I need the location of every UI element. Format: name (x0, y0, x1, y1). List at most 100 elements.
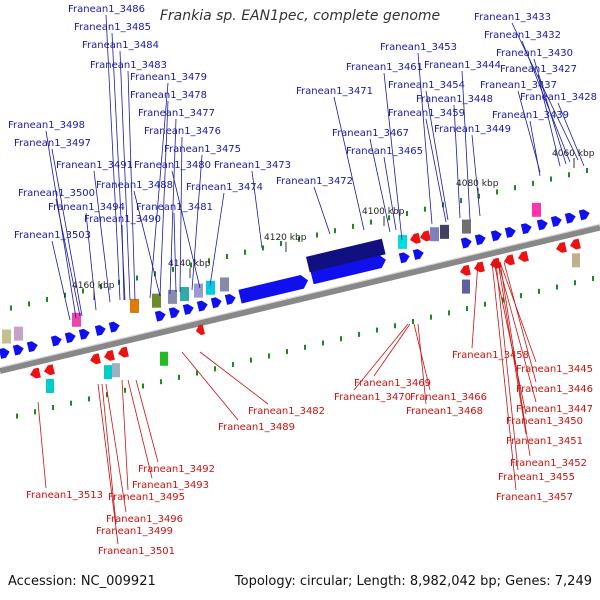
tick-dash-bottom-352 (358, 331, 360, 337)
reverse-leader-7 (495, 261, 519, 471)
reverse-label-19: Franean1_3496 (106, 514, 183, 525)
forward-label-3: Franean1_3483 (90, 60, 167, 71)
forward-leader-14 (93, 170, 111, 303)
reverse-gene-8-shape (504, 254, 515, 266)
reverse-label-16: Franean1_3493 (132, 480, 209, 491)
genome-summary-text: Topology: circular; Length: 8,982,042 bp… (234, 574, 592, 589)
tick-dash-bottom-64 (70, 400, 72, 406)
reverse-gene-single (196, 324, 205, 336)
forward-label-31: Franean1_3449 (434, 124, 511, 135)
forward-label-4: Franean1_3479 (130, 72, 207, 83)
reverse-gene-pair-b-shape (420, 230, 431, 242)
forward-leader-4 (149, 82, 169, 299)
tick-dash-bottom-424 (430, 314, 432, 320)
forward-gene-20 (520, 223, 532, 235)
reverse-leader-16 (127, 379, 153, 479)
forward-label-19: Franean1_3500 (18, 188, 95, 199)
tick-dash-bottom-280 (286, 349, 288, 355)
reverse-label-1: Franean1_3445 (516, 364, 593, 375)
feature-box-0 (130, 298, 139, 313)
tick-dash-bottom-550 (556, 284, 558, 290)
forward-label-26: Franean1_3453 (380, 42, 457, 53)
reverse-label-2: Franean1_3446 (516, 384, 593, 395)
tick-dash-bottom-586 (592, 275, 594, 281)
tick-label-3: 4120 kbp (264, 233, 307, 243)
forward-gene-8 (154, 310, 166, 322)
tick-dash-bottom-136 (142, 383, 144, 389)
tick-dash-top-532 (532, 180, 534, 186)
tick-dash-bottom-118 (124, 387, 126, 393)
forward-gene-0 (0, 347, 10, 359)
forward-leader-18 (51, 148, 83, 317)
forward-leader-36 (517, 90, 541, 173)
forward-label-11: Franean1_3473 (214, 160, 291, 171)
reverse-gene-11 (570, 238, 581, 250)
forward-label-30: Franean1_3459 (388, 108, 465, 119)
forward-gene-17 (474, 234, 486, 246)
reverse-gene-10-shape (556, 241, 567, 253)
tick-dash-bottom-298 (304, 344, 306, 350)
reverse-gene-2-shape (90, 353, 101, 365)
forward-gene-dark-block (306, 238, 386, 273)
forward-label-24: Franean1_3467 (332, 128, 409, 139)
tick-dash-top-262 (262, 245, 264, 251)
tick-dash-top-208 (208, 258, 210, 264)
feature-box-3 (180, 286, 189, 301)
tick-dash-top-136 (136, 275, 138, 281)
reverse-label-10: Franean1_3470 (334, 392, 411, 403)
forward-leader-15 (85, 212, 97, 311)
accession-text: Accession: NC_009921 (8, 574, 156, 589)
tick-label-4: 4140 kbp (168, 259, 211, 269)
genome-backbone-highlight (0, 223, 600, 369)
forward-gene-21-shape (536, 219, 548, 231)
forward-gene-23-shape (564, 212, 576, 224)
reverse-label-14: Franean1_3489 (218, 422, 295, 433)
forward-leader-21 (333, 96, 365, 231)
reverse-label-9: Franean1_3469 (354, 378, 431, 389)
tick-dash-top-496 (496, 189, 498, 195)
tick-dash-top-100 (100, 284, 102, 290)
forward-leader-22 (313, 186, 331, 235)
tick-dash-top-10 (10, 305, 12, 311)
forward-label-17: Franean1_3498 (8, 120, 85, 131)
feature-box-13 (398, 234, 407, 249)
feature-box-low-3 (160, 351, 168, 366)
reverse-gene-single-shape (196, 324, 205, 336)
tick-dash-bottom-370 (376, 327, 378, 333)
forward-leader-16 (121, 224, 125, 301)
forward-label-1: Franean1_3485 (74, 22, 151, 33)
forward-gene-10 (182, 303, 194, 315)
forward-leader-13 (173, 212, 177, 293)
forward-label-22: Franean1_3472 (276, 176, 353, 187)
forward-gene-1-shape (12, 344, 24, 356)
forward-gene-18 (490, 230, 502, 242)
forward-label-9: Franean1_3480 (134, 160, 211, 171)
forward-label-18: Franean1_3497 (14, 138, 91, 149)
reverse-label-7: Franean1_3455 (498, 472, 575, 483)
forward-leader-26 (417, 52, 433, 225)
tick-dash-top-424 (424, 206, 426, 212)
forward-label-33: Franean1_3432 (484, 30, 561, 41)
forward-gene-1 (12, 344, 24, 356)
forward-leader-8 (191, 154, 203, 291)
tick-dash-bottom-46 (52, 405, 54, 411)
tick-dash-top-64 (64, 292, 66, 298)
reverse-gene-4 (118, 346, 129, 358)
tick-dash-bottom-388 (394, 323, 396, 329)
forward-leader-34 (533, 58, 567, 165)
forward-leader-2 (119, 50, 131, 301)
reverse-leader-20 (101, 383, 117, 525)
forward-gene-3-shape (50, 335, 62, 347)
forward-gene-11 (196, 300, 208, 312)
forward-leader-20 (51, 240, 71, 321)
reverse-gene-9-shape (518, 251, 529, 262)
forward-gene-21 (536, 219, 548, 231)
forward-gene-19-shape (504, 227, 516, 238)
forward-label-28: Franean1_3454 (388, 80, 465, 91)
tick-dash-bottom-496 (502, 297, 504, 303)
tick-dash-top-244 (244, 249, 246, 255)
forward-gene-16 (460, 237, 472, 249)
forward-gene-15-shape (412, 249, 424, 260)
reverse-leader-6 (499, 261, 531, 457)
forward-leader-12 (133, 190, 161, 297)
